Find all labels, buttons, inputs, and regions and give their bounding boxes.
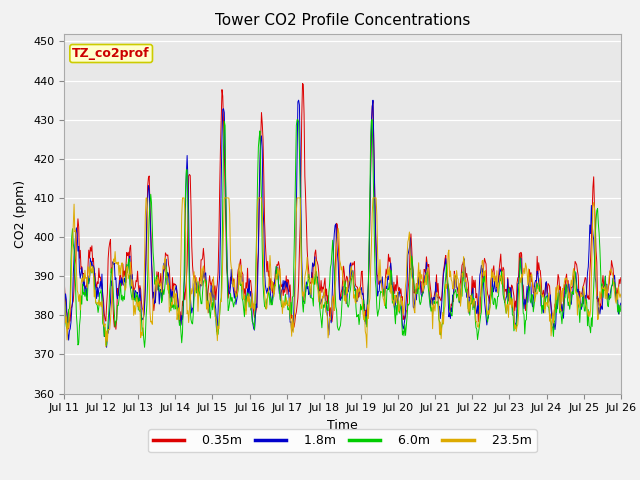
1.8m	[103, 344, 111, 350]
6.0m	[60, 289, 68, 295]
Line: 6.0m: 6.0m	[64, 120, 621, 348]
0.35m	[299, 81, 307, 86]
0.35m	[70, 285, 78, 291]
6.0m	[70, 247, 78, 253]
23.5m	[185, 320, 193, 325]
23.5m	[127, 283, 135, 289]
Text: TZ_co2prof: TZ_co2prof	[72, 47, 150, 60]
0.35m	[185, 173, 193, 179]
Line: 0.35m: 0.35m	[64, 84, 621, 329]
6.0m	[214, 331, 222, 337]
0.35m	[214, 269, 222, 275]
1.8m	[214, 308, 222, 313]
1.8m	[60, 288, 68, 293]
1.8m	[185, 213, 193, 219]
1.8m	[428, 295, 436, 300]
Legend:   0.35m,   1.8m,   6.0m,   23.5m: 0.35m, 1.8m, 6.0m, 23.5m	[148, 429, 536, 452]
0.35m	[617, 275, 625, 281]
6.0m	[141, 345, 148, 350]
23.5m	[363, 345, 371, 350]
23.5m	[412, 294, 419, 300]
23.5m	[70, 201, 78, 207]
Title: Tower CO2 Profile Concentrations: Tower CO2 Profile Concentrations	[214, 13, 470, 28]
0.35m	[128, 275, 136, 280]
0.35m	[112, 326, 120, 332]
6.0m	[617, 309, 625, 314]
6.0m	[293, 117, 301, 122]
0.35m	[428, 300, 436, 306]
6.0m	[428, 304, 436, 310]
0.35m	[60, 274, 68, 279]
23.5m	[142, 195, 150, 201]
1.8m	[128, 272, 136, 277]
1.8m	[617, 300, 625, 306]
23.5m	[214, 324, 222, 329]
23.5m	[428, 299, 436, 304]
6.0m	[185, 248, 193, 253]
X-axis label: Time: Time	[327, 419, 358, 432]
1.8m	[412, 290, 419, 296]
6.0m	[412, 291, 419, 297]
Line: 1.8m: 1.8m	[64, 100, 621, 347]
0.35m	[412, 295, 419, 301]
Line: 23.5m: 23.5m	[64, 198, 621, 348]
23.5m	[617, 291, 625, 297]
23.5m	[60, 299, 68, 304]
6.0m	[127, 292, 135, 298]
Y-axis label: CO2 (ppm): CO2 (ppm)	[15, 180, 28, 248]
1.8m	[70, 254, 78, 260]
1.8m	[295, 97, 303, 103]
